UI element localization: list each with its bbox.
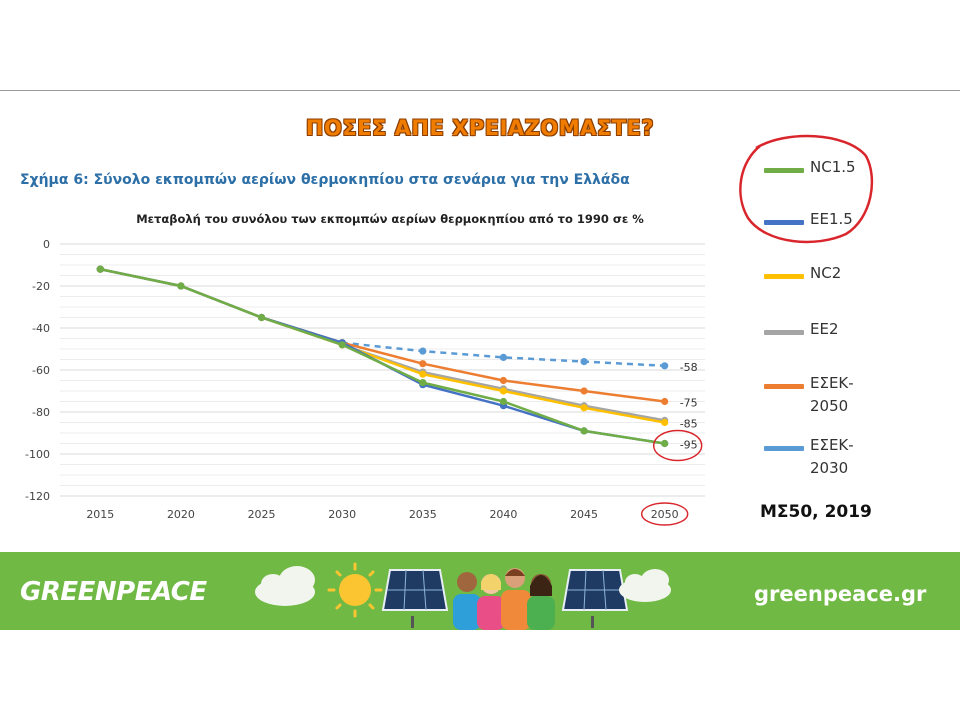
figure-caption: Σχήμα 6: Σύνολο εκπομπών αερίων θερμοκηπ…	[20, 172, 630, 188]
legend-swatch	[764, 274, 804, 279]
y-tick-label: 0	[43, 238, 50, 251]
highlight-circle-95	[652, 429, 703, 462]
slide-top-border	[0, 90, 960, 91]
x-tick-label: 2040	[489, 508, 517, 521]
data-label: -58	[680, 361, 698, 374]
x-tick-label: 2030	[328, 508, 356, 521]
legend-swatch	[764, 384, 804, 389]
slide-title: ΠΟΣΕΣ ΑΠΕ ΧΡΕΙΑΖΟΜΑΣΤΕ?	[305, 116, 655, 140]
data-label: -85	[680, 418, 698, 431]
footer-banner: GREENPEACE	[0, 552, 960, 630]
x-tick-label: 2025	[248, 508, 276, 521]
y-tick-label: -80	[32, 406, 50, 419]
data-point	[419, 379, 427, 387]
legend-label: ΕΣΕΚ- 2050	[810, 374, 854, 415]
data-point	[419, 347, 427, 355]
data-point	[580, 427, 588, 435]
source-label: ΜΣ50, 2019	[760, 502, 872, 522]
x-tick-label: 2035	[409, 508, 437, 521]
legend-highlight-circle	[739, 134, 874, 244]
greenpeace-url: greenpeace.gr	[754, 582, 927, 606]
legend-label: EE2	[810, 320, 839, 338]
legend-swatch	[764, 168, 804, 173]
series-line	[100, 267, 665, 403]
legend-swatch	[764, 446, 804, 451]
x-tick-label: 2050	[651, 508, 679, 521]
data-point	[499, 376, 508, 385]
x-tick-label: 2045	[570, 508, 598, 521]
y-tick-label: -20	[32, 280, 50, 293]
legend-label: NC2	[810, 264, 842, 282]
data-point	[661, 418, 669, 427]
people-icon	[453, 568, 555, 630]
data-point	[177, 282, 185, 290]
chart-title: Μεταβολή του συνόλου των εκπομπών αερίων…	[136, 212, 644, 226]
solar-people-illustration	[255, 562, 671, 630]
x-tick-label: 2015	[86, 508, 114, 521]
greenpeace-logo: GREENPEACE	[20, 577, 207, 607]
y-tick-label: -60	[32, 364, 50, 377]
data-point	[96, 265, 104, 273]
x-tick-label: 2020	[167, 508, 195, 521]
data-point	[580, 404, 588, 412]
data-point	[499, 387, 508, 395]
series-line	[100, 267, 665, 445]
data-point	[257, 313, 266, 322]
data-point	[661, 439, 669, 448]
legend-swatch	[764, 220, 804, 225]
legend-swatch	[764, 330, 804, 335]
y-tick-label: -120	[25, 490, 50, 503]
cloud-icon	[619, 569, 671, 602]
series-line	[100, 267, 665, 424]
data-point	[661, 397, 669, 406]
data-point	[499, 353, 508, 361]
data-point	[661, 362, 669, 370]
highlight-circle-2050	[640, 502, 689, 526]
legend-label: ΕΣΕΚ- 2030	[810, 436, 854, 477]
series-line	[100, 267, 665, 445]
line-chart: 0 -20 -40 -60 -80 -100 -120 2015 2020 2025 2030 203…	[25, 238, 705, 526]
solar-panel-icon	[561, 569, 629, 628]
solar-panel-icon	[381, 569, 449, 628]
data-point	[419, 370, 427, 378]
data-label: -75	[680, 397, 698, 410]
data-point	[419, 360, 427, 368]
data-point	[580, 387, 588, 395]
sun-icon	[327, 562, 383, 618]
legend-label: EE1.5	[810, 210, 853, 228]
y-tick-label: -100	[25, 448, 50, 461]
series-line	[100, 267, 665, 422]
cloud-icon	[255, 566, 315, 606]
data-point	[338, 341, 346, 349]
data-label: -95	[680, 439, 698, 452]
legend-label: NC1.5	[810, 158, 856, 176]
data-point	[499, 397, 508, 406]
y-tick-label: -40	[32, 322, 50, 335]
data-point	[580, 358, 588, 366]
